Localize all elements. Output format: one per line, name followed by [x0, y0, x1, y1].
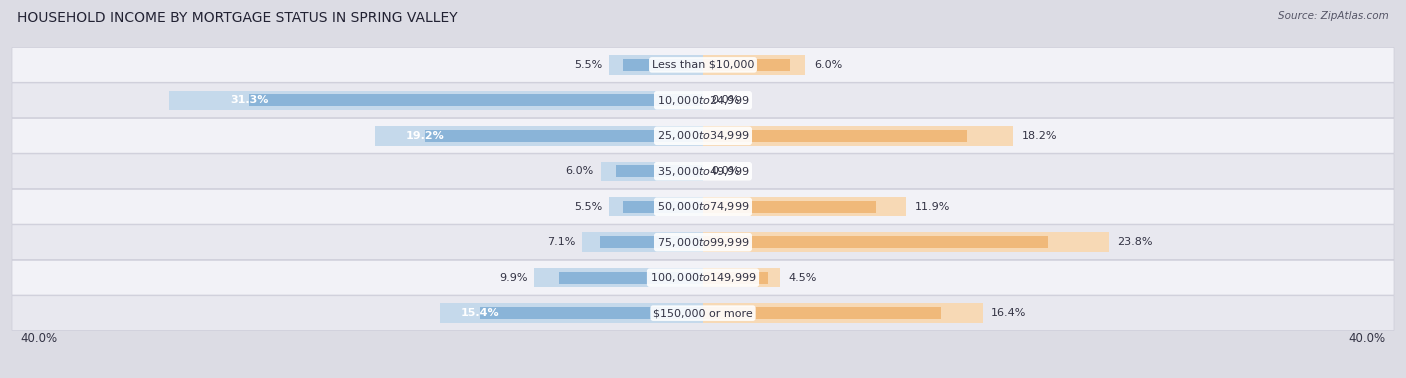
Bar	[703, 307, 941, 319]
Text: 0.0%: 0.0%	[711, 166, 740, 176]
Bar	[479, 307, 703, 319]
Bar	[169, 91, 703, 110]
Bar	[703, 236, 1047, 248]
FancyBboxPatch shape	[13, 154, 1393, 189]
Text: 6.0%: 6.0%	[565, 166, 593, 176]
Text: Less than $10,000: Less than $10,000	[652, 60, 754, 70]
Text: 18.2%: 18.2%	[1022, 131, 1057, 141]
Bar	[703, 130, 967, 142]
Bar	[703, 59, 790, 71]
Text: $10,000 to $24,999: $10,000 to $24,999	[657, 94, 749, 107]
Text: 0.0%: 0.0%	[711, 95, 740, 105]
Text: 5.5%: 5.5%	[574, 202, 602, 212]
Bar	[703, 201, 876, 212]
Text: HOUSEHOLD INCOME BY MORTGAGE STATUS IN SPRING VALLEY: HOUSEHOLD INCOME BY MORTGAGE STATUS IN S…	[17, 11, 457, 25]
Bar	[582, 232, 703, 252]
Text: 31.3%: 31.3%	[231, 95, 269, 105]
FancyBboxPatch shape	[13, 83, 1393, 118]
Bar	[703, 126, 1014, 146]
FancyBboxPatch shape	[13, 48, 1393, 82]
Text: $50,000 to $74,999: $50,000 to $74,999	[657, 200, 749, 213]
FancyBboxPatch shape	[13, 225, 1393, 260]
Bar	[703, 197, 905, 217]
Text: 5.5%: 5.5%	[574, 60, 602, 70]
Bar	[600, 236, 703, 248]
Bar	[440, 304, 703, 323]
Bar	[623, 201, 703, 212]
Bar	[703, 232, 1109, 252]
FancyBboxPatch shape	[13, 118, 1393, 153]
Text: 40.0%: 40.0%	[1348, 332, 1385, 345]
Bar	[703, 304, 983, 323]
Text: 11.9%: 11.9%	[914, 202, 950, 212]
Bar	[609, 55, 703, 74]
Text: 6.0%: 6.0%	[814, 60, 842, 70]
Text: 16.4%: 16.4%	[991, 308, 1026, 318]
Text: $25,000 to $34,999: $25,000 to $34,999	[657, 129, 749, 142]
Bar	[600, 161, 703, 181]
Text: 7.1%: 7.1%	[547, 237, 575, 247]
Text: 40.0%: 40.0%	[21, 332, 58, 345]
FancyBboxPatch shape	[13, 189, 1393, 224]
Text: $35,000 to $49,999: $35,000 to $49,999	[657, 165, 749, 178]
Text: $100,000 to $149,999: $100,000 to $149,999	[650, 271, 756, 284]
FancyBboxPatch shape	[13, 296, 1393, 330]
Text: 19.2%: 19.2%	[405, 131, 444, 141]
FancyBboxPatch shape	[13, 260, 1393, 295]
Text: $75,000 to $99,999: $75,000 to $99,999	[657, 236, 749, 249]
Bar	[534, 268, 703, 287]
Text: Source: ZipAtlas.com: Source: ZipAtlas.com	[1278, 11, 1389, 21]
Bar	[703, 272, 768, 284]
Text: $150,000 or more: $150,000 or more	[654, 308, 752, 318]
Text: 15.4%: 15.4%	[460, 308, 499, 318]
Bar	[616, 166, 703, 177]
Text: 23.8%: 23.8%	[1118, 237, 1153, 247]
Bar	[609, 197, 703, 217]
Bar	[703, 268, 780, 287]
Text: 9.9%: 9.9%	[499, 273, 527, 283]
Bar	[623, 59, 703, 71]
Bar	[703, 55, 806, 74]
Bar	[249, 94, 703, 106]
Bar	[560, 272, 703, 284]
Bar	[375, 126, 703, 146]
Text: 4.5%: 4.5%	[789, 273, 817, 283]
Bar	[425, 130, 703, 142]
